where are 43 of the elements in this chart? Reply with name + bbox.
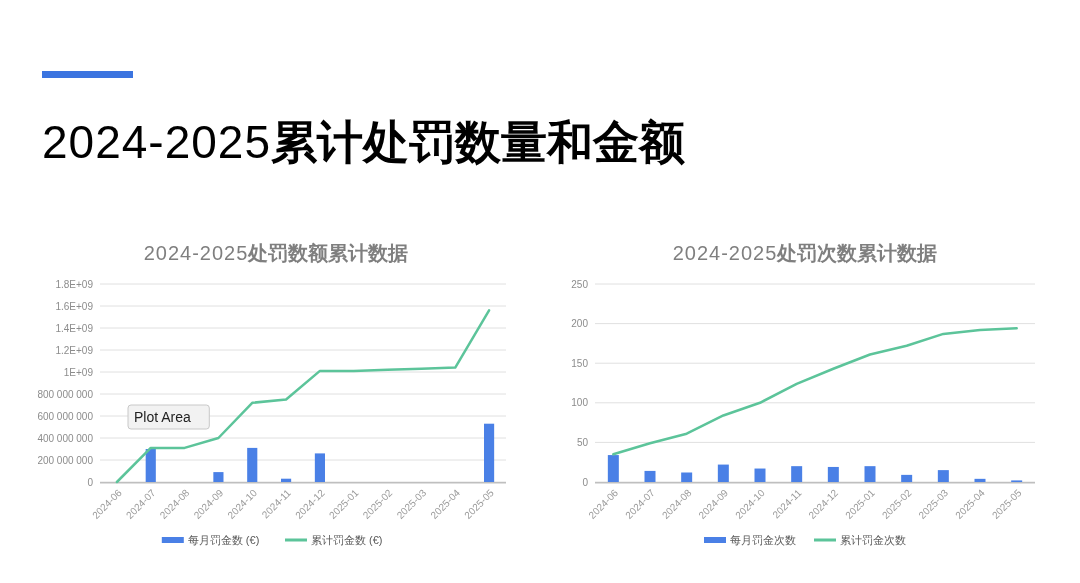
- bar: [717, 464, 729, 482]
- y-tick-label: 1.8E+09: [55, 278, 94, 290]
- text: 2024-2025累计处罚数量和金额: [42, 116, 685, 168]
- legend-label: 累计罚金数 (€): [311, 533, 383, 546]
- y-tick-label: 200: [571, 318, 589, 330]
- bar: [213, 472, 224, 482]
- bar: [864, 466, 876, 482]
- y-tick-label: 1.2E+09: [55, 344, 94, 356]
- bar: [791, 466, 803, 482]
- bar: [937, 470, 949, 482]
- y-tick-label: 50: [576, 436, 589, 448]
- bar: [827, 466, 839, 482]
- y-tick-label: 0: [87, 476, 94, 488]
- bar: [145, 449, 156, 482]
- bar: [281, 478, 292, 482]
- legend-label: 累计罚金次数: [840, 533, 906, 546]
- bar: [644, 470, 656, 482]
- y-tick-label: 0: [582, 476, 589, 488]
- chart-title: 2024-2025处罚数额累计数据: [143, 242, 409, 264]
- bar: [974, 478, 986, 482]
- y-tick-label: 600 000 000: [37, 410, 94, 422]
- y-tick-label: 150: [571, 357, 589, 369]
- legend-label: 每月罚金数 (€): [187, 533, 260, 546]
- bar: [754, 468, 766, 482]
- line-series: [612, 327, 1018, 456]
- annotation: Plot Area: [134, 408, 192, 425]
- chart-title: 2024-2025处罚次数累计数据: [672, 242, 938, 264]
- legend-label: 每月罚金次数: [730, 533, 796, 546]
- bar: [607, 455, 619, 482]
- y-tick-label: 1.4E+09: [55, 322, 94, 334]
- bar: [247, 447, 258, 482]
- y-tick-label: 100: [571, 397, 589, 409]
- bar: [314, 453, 325, 482]
- y-tick-label: 1E+09: [63, 366, 94, 378]
- y-tick-label: 400 000 000: [37, 432, 94, 444]
- y-tick-label: 800 000 000: [37, 388, 94, 400]
- bar: [901, 474, 913, 482]
- bar: [484, 423, 495, 482]
- y-tick-label: 1.6E+09: [55, 300, 94, 312]
- bar: [681, 472, 693, 482]
- y-tick-label: 250: [571, 278, 589, 290]
- y-tick-label: 200 000 000: [37, 454, 94, 466]
- line-series: [115, 309, 491, 484]
